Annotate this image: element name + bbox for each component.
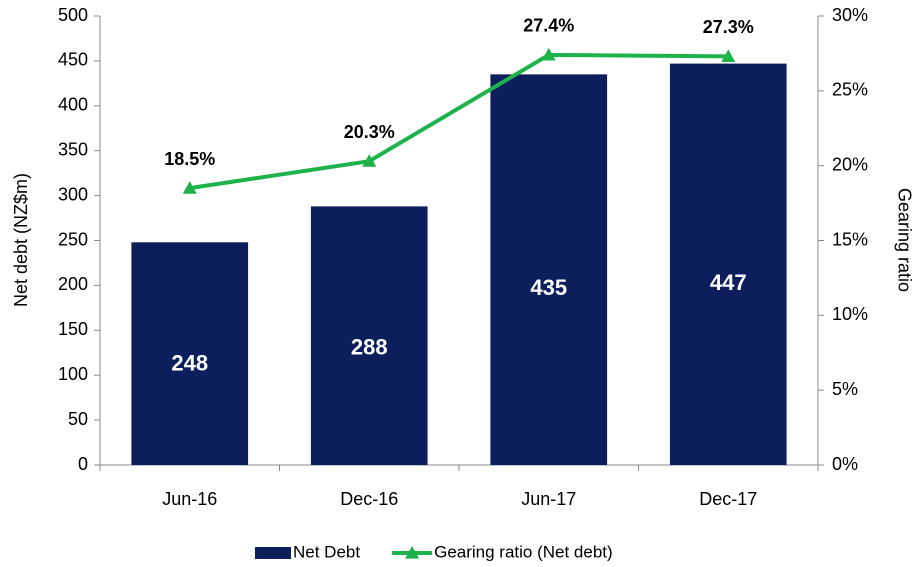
legend-marker [405, 546, 420, 559]
bar [490, 74, 608, 466]
y-tick-label: 150 [58, 319, 88, 339]
bar-value-label: 447 [710, 270, 747, 295]
line-value-label: 20.3% [344, 122, 395, 142]
y-tick-label: 200 [58, 274, 88, 294]
y-tick-label: 300 [58, 184, 88, 204]
bar [669, 63, 787, 466]
y-tick-label: 450 [58, 50, 88, 70]
y-axis-label: Net debt (NZ$m) [11, 173, 31, 307]
line-marker [721, 49, 736, 63]
x-tick-label: Dec-16 [340, 489, 398, 509]
x-tick-label: Jun-16 [162, 489, 217, 509]
y-tick-label: 400 [58, 95, 88, 115]
legend-label: Gearing ratio (Net debt) [434, 542, 613, 561]
line-value-label: 27.3% [703, 17, 754, 37]
line [189, 52, 729, 191]
line-value-label: 18.5% [164, 149, 215, 169]
y-tick-label: 500 [58, 5, 88, 25]
y-tick-label: 250 [58, 229, 88, 249]
y-tick-label: 50 [68, 409, 88, 429]
x-tick-label: Dec-17 [699, 489, 757, 509]
y-tick-label: 100 [58, 364, 88, 384]
y2-tick-label: 5% [832, 379, 858, 399]
line-marker [182, 181, 197, 194]
bar [131, 242, 249, 465]
legend-swatch [255, 547, 291, 559]
y-tick-label: 350 [58, 139, 88, 159]
y2-tick-label: 0% [832, 454, 858, 474]
bar-value-label: 435 [530, 275, 567, 300]
y2-tick-label: 20% [832, 154, 868, 174]
x-tick-label: Jun-17 [521, 489, 576, 509]
line-value-label: 27.4% [523, 16, 574, 36]
y2-tick-label: 10% [832, 304, 868, 324]
y2-tick-label: 25% [832, 80, 868, 100]
line-marker [362, 154, 377, 167]
y2-axis-label: Gearing ratio [894, 188, 914, 292]
bar-value-label: 288 [351, 334, 388, 359]
bar [310, 206, 428, 465]
line-marker [541, 47, 556, 61]
y2-tick-label: 15% [832, 229, 868, 249]
y-tick-label: 0 [78, 454, 88, 474]
y2-tick-label: 30% [832, 5, 868, 25]
bar-value-label: 248 [171, 351, 208, 376]
legend-label: Net Debt [293, 542, 360, 561]
